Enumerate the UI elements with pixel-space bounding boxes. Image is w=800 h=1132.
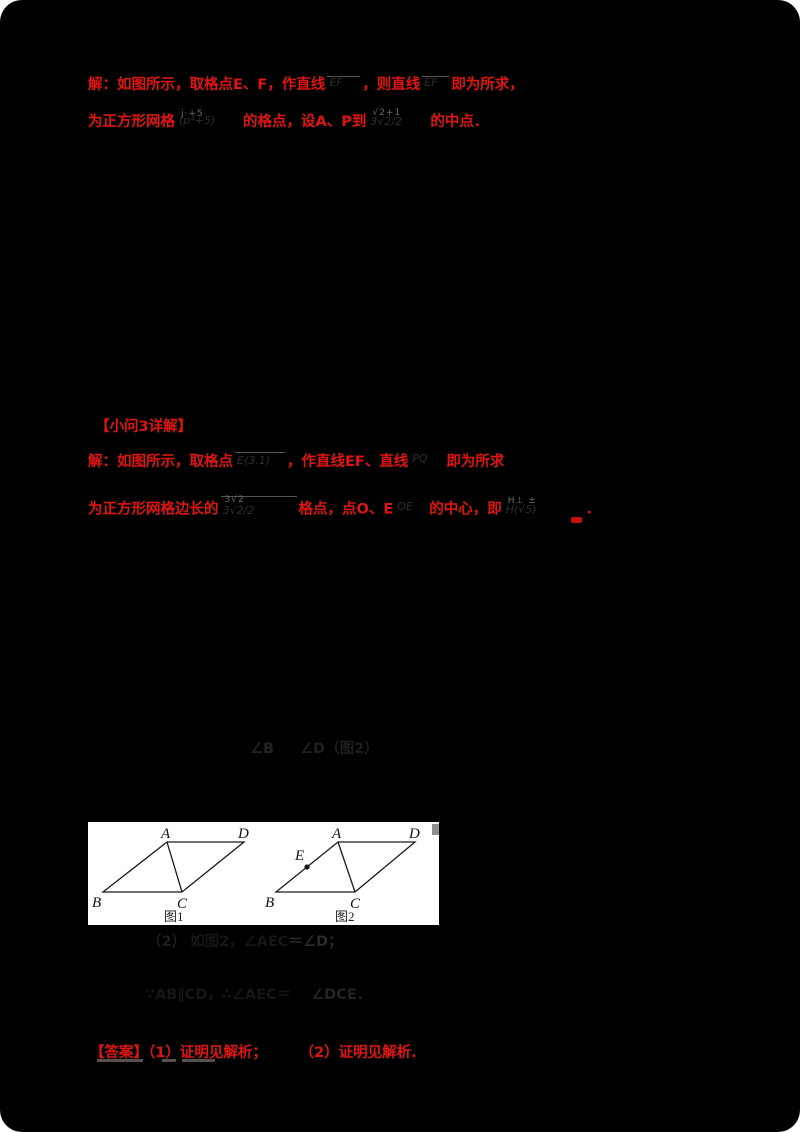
vertex-label-d-fig1: D xyxy=(237,826,249,842)
vertex-label-d-fig2: D xyxy=(408,826,420,842)
solution-step-line-3: 解：如图所示，取格点 E(3,1) ，作直线EF、直线 PQ 即为所求 xyxy=(88,450,504,476)
parallelogram-figures-svg: A D B C 图1 A D B C E 图2 xyxy=(92,824,439,924)
math-expression-dim: 3√2∕2 xyxy=(370,115,403,128)
math-expression-cap: H⊥ ± xyxy=(507,495,537,506)
faint-problem-text: 如图2，∠AEC xyxy=(190,934,289,950)
problem-faint-line-3: ∵AB∥CD，∴∠AEC＝ ∠DCE． xyxy=(145,983,371,1009)
figure-1-caption: 图1 xyxy=(164,909,184,924)
inline-math-image: OE xyxy=(395,500,427,519)
scan-artifact xyxy=(432,824,439,835)
math-expression-dim: EF xyxy=(329,75,343,89)
inline-math-image: 3√2∕2 √2+1 xyxy=(368,108,428,134)
solution-text: 【小问3详解】 xyxy=(95,419,193,435)
solution-text: 为正方形网格 xyxy=(88,114,175,130)
math-expression-cap: j·+5 xyxy=(181,109,204,119)
diagonal-ac-line-fig2 xyxy=(337,841,356,893)
vertex-label-a-fig2: A xyxy=(331,826,342,842)
solution-text: ，则直线 xyxy=(362,77,421,93)
inline-math-image: PQ xyxy=(410,452,444,471)
vertex-label-c-fig1: C xyxy=(177,896,188,912)
inline-math-image: EF xyxy=(422,75,450,95)
math-expression-cap: √2+1 xyxy=(372,108,402,118)
red-speck-artifact xyxy=(571,517,582,523)
problem-faint-line-1: ∠B ∠D（图2） xyxy=(250,737,379,763)
math-expression-dim: 3√2∕2 xyxy=(222,504,255,517)
math-expression-dim: EF xyxy=(424,75,438,89)
faint-problem-text: ∠D（图2） xyxy=(300,741,379,757)
solution-text: 解：如图所示，取格点 xyxy=(88,454,233,470)
math-expression-dim: PQ xyxy=(412,452,428,465)
math-expression-dim: E(3,1) xyxy=(237,453,271,467)
math-expression-dim: (p⁴+5) xyxy=(179,114,216,127)
solution-text: 【答案】（1）证明见解析； xyxy=(90,1045,267,1061)
math-expression-dim: H(√5) xyxy=(505,502,537,516)
solution-text: 解：如图所示，取格点E、F，作直线 xyxy=(88,77,326,93)
faint-problem-text: ∠B xyxy=(250,741,275,757)
figure-box: A D B C 图1 A D B C E 图2 xyxy=(88,822,439,925)
section-header-detail-3: 【小问3详解】 xyxy=(95,415,192,441)
solution-text: （2）证明见解析. xyxy=(306,1045,417,1061)
diagonal-ac-line-fig1 xyxy=(166,841,183,893)
vertex-label-e-fig2: E xyxy=(294,848,304,864)
solution-step-line-2: 为正方形网格 (p⁴+5) j·+5 的格点，设A、P到 3√2∕2 √2+1 的中点． xyxy=(88,108,489,136)
vertex-label-c-fig2: C xyxy=(350,896,361,912)
math-expression-cap: 3√2 xyxy=(224,495,245,505)
inline-math-image: H(√5) H⊥ ± xyxy=(504,496,584,522)
faint-underline-dash xyxy=(162,1059,176,1062)
solution-text: ． xyxy=(585,501,601,518)
problem-faint-line-2: （2） 如图2，∠AEC＝∠D； xyxy=(147,930,343,956)
faint-underline-dash xyxy=(97,1059,143,1062)
math-expression-dim: OE xyxy=(397,499,413,513)
solution-text: 即为所求， xyxy=(451,77,524,93)
faint-problem-text: （2） xyxy=(147,934,187,950)
answer-line: 【答案】（1）证明见解析； （2）证明见解析. xyxy=(90,1041,417,1067)
solution-text: 的中点． xyxy=(430,114,489,130)
inline-math-image: E(3,1) xyxy=(235,451,285,473)
solution-text: 即为所求 xyxy=(446,454,505,470)
faint-underline-dash xyxy=(182,1059,215,1062)
faint-problem-text: ∵AB∥CD，∴∠AEC＝ xyxy=(145,987,292,1003)
faint-problem-text: ∠DCE． xyxy=(311,987,372,1003)
solution-text: 格点，点O、E xyxy=(298,501,394,518)
solution-text: ，作直线EF、直线 xyxy=(287,454,409,470)
figure-1-parallelogram: A D B C 图1 xyxy=(92,826,249,924)
solution-step-line-1: 解：如图所示，取格点E、F，作直线 EF ，则直线 EF 即为所求， xyxy=(88,73,524,99)
inline-math-image: EF xyxy=(327,75,361,95)
solution-text: 为正方形网格边长的 xyxy=(88,501,219,518)
point-e-dot xyxy=(304,864,310,870)
solution-text: 的中心，即 xyxy=(429,501,502,518)
solution-text: 的格点，设A、P到 xyxy=(243,114,367,130)
vertex-label-b-fig1: B xyxy=(92,895,101,911)
vertex-label-a-fig1: A xyxy=(160,826,171,842)
vertex-label-b-fig2: B xyxy=(265,895,274,911)
inline-math-image: 3√2∕2 3√2 xyxy=(220,495,297,523)
faint-problem-text: ＝∠D； xyxy=(288,934,343,950)
figure-2-parallelogram: A D B C E 图2 xyxy=(265,826,420,924)
solution-step-line-4: 为正方形网格边长的 3√2∕2 3√2 格点，点O、E OE 的中心，即 H(√5) H⊥ ±… xyxy=(88,495,601,523)
inline-math-image: (p⁴+5) j·+5 xyxy=(177,109,241,133)
figure-2-caption: 图2 xyxy=(335,909,355,924)
